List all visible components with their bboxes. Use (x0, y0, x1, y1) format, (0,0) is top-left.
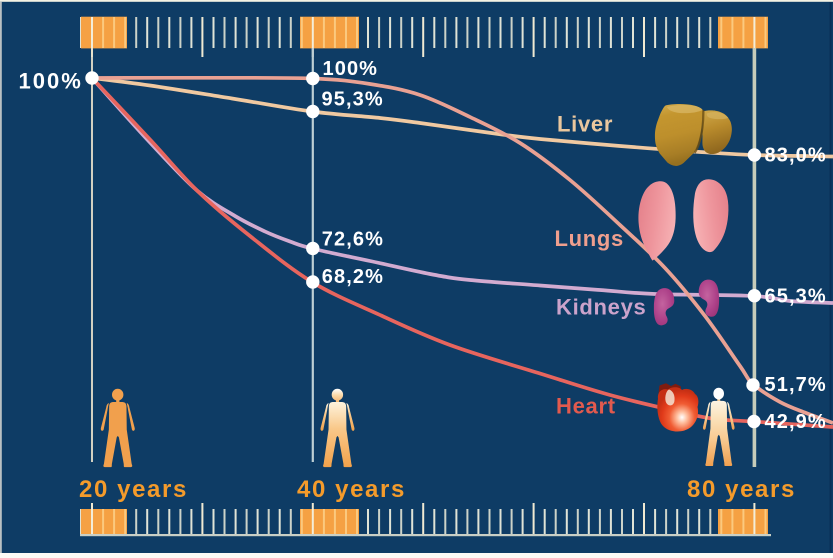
svg-text:Liver: Liver (557, 112, 613, 137)
svg-text:80 years: 80 years (687, 476, 796, 503)
svg-text:100%: 100% (323, 58, 379, 80)
svg-text:72,6%: 72,6% (322, 228, 384, 250)
svg-text:Kidneys: Kidneys (556, 295, 646, 320)
svg-text:65,3%: 65,3% (765, 286, 827, 308)
svg-text:42,9%: 42,9% (765, 411, 827, 433)
svg-text:Lungs: Lungs (555, 226, 625, 251)
svg-text:68,2%: 68,2% (322, 266, 384, 288)
svg-text:40 years: 40 years (297, 476, 406, 503)
svg-text:95,3%: 95,3% (322, 89, 384, 111)
svg-text:83,0%: 83,0% (765, 145, 827, 167)
svg-text:20 years: 20 years (79, 476, 188, 503)
svg-text:51,7%: 51,7% (765, 374, 827, 396)
svg-text:100%: 100% (19, 68, 83, 93)
svg-text:Heart: Heart (556, 394, 616, 419)
